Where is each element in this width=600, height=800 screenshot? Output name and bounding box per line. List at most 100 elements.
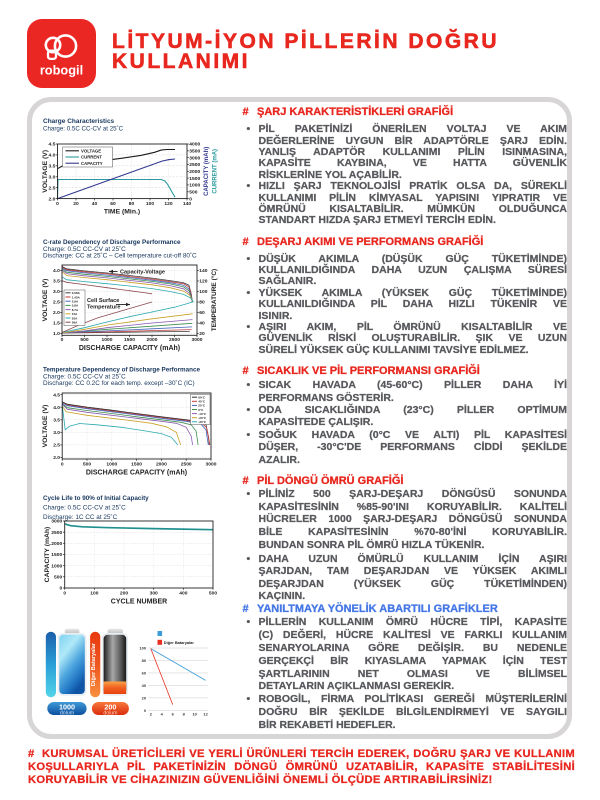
svg-text:Diğer Bataryalar: Diğer Bataryalar <box>164 640 195 645</box>
svg-text:120: 120 <box>164 201 172 207</box>
svg-text:3.5: 3.5 <box>48 164 55 170</box>
svg-text:300: 300 <box>150 591 158 597</box>
svg-text:500: 500 <box>189 189 197 195</box>
svg-text:Diğer Bataryalar: Diğer Bataryalar <box>91 642 97 686</box>
svg-text:Charge: 0.5C CC-CV at 25˚C: Charge: 0.5C CC-CV at 25˚C <box>43 504 126 512</box>
svg-text:dolum: dolum <box>60 711 74 717</box>
svg-text:60°C: 60°C <box>198 396 206 400</box>
svg-text:Cycle Life to 90% of Initial C: Cycle Life to 90% of Initial Capacity <box>43 495 149 502</box>
svg-text:100: 100 <box>199 289 207 295</box>
svg-text:0°C: 0°C <box>198 408 204 412</box>
svg-text:0: 0 <box>63 591 66 597</box>
svg-text:8,7A: 8,7A <box>72 308 79 312</box>
svg-text:5,8A: 5,8A <box>72 304 79 308</box>
svg-text:3500: 3500 <box>189 149 200 155</box>
svg-text:2000: 2000 <box>147 337 158 343</box>
svg-text:3.0: 3.0 <box>48 174 55 180</box>
svg-text:dolum: dolum <box>103 711 117 717</box>
svg-text:1000: 1000 <box>106 462 117 468</box>
svg-text:4: 4 <box>161 711 164 716</box>
svg-text:2.5: 2.5 <box>53 443 60 449</box>
svg-text:Discharge: CC 0.2C for each te: Discharge: CC 0.2C for each temp. except… <box>43 379 195 387</box>
svg-text:Cell Surface: Cell Surface <box>87 298 119 304</box>
svg-text:VOLTAGE: VOLTAGE <box>81 148 101 153</box>
svg-text:3.0: 3.0 <box>53 430 60 436</box>
svg-text:26A: 26A <box>72 321 78 325</box>
svg-text:1000: 1000 <box>59 702 75 711</box>
svg-text:1,45A: 1,45A <box>72 295 81 299</box>
svg-text:3000: 3000 <box>51 519 62 525</box>
svg-text:1.0: 1.0 <box>53 331 60 337</box>
svg-text:TIME (Min.): TIME (Min.) <box>104 209 140 216</box>
svg-text:CAPACITY: CAPACITY <box>81 161 103 166</box>
svg-text:40: 40 <box>199 321 205 327</box>
svg-text:-10°C: -10°C <box>198 412 207 416</box>
svg-text:3.5: 3.5 <box>53 279 60 285</box>
svg-text:CURRENT: CURRENT <box>81 155 102 160</box>
svg-text:1000: 1000 <box>189 183 200 189</box>
svg-text:4000: 4000 <box>189 142 200 148</box>
svg-text:500: 500 <box>209 591 217 597</box>
svg-text:2.0: 2.0 <box>53 455 60 461</box>
svg-text:500: 500 <box>83 462 91 468</box>
svg-text:3000: 3000 <box>192 337 203 343</box>
svg-text:2.5: 2.5 <box>48 185 55 191</box>
svg-text:3.0: 3.0 <box>53 289 60 295</box>
svg-text:CAPACITY (mAh): CAPACITY (mAh) <box>204 147 210 196</box>
svg-text:100: 100 <box>90 591 98 597</box>
svg-text:CURRENT (mA): CURRENT (mA) <box>213 149 219 194</box>
svg-text:CAPACITY (mAh): CAPACITY (mAh) <box>44 527 51 583</box>
svg-text:2000: 2000 <box>51 541 62 547</box>
svg-text:60: 60 <box>142 670 146 675</box>
svg-text:Charge Characteristics: Charge Characteristics <box>43 118 115 125</box>
svg-text:Charge: 0.5C CC-CV at 25˚C: Charge: 0.5C CC-CV at 25˚C <box>43 126 124 133</box>
svg-text:2500: 2500 <box>181 462 192 468</box>
svg-text:0,58A: 0,58A <box>72 291 81 295</box>
svg-text:20: 20 <box>199 331 205 337</box>
svg-text:40: 40 <box>142 683 146 688</box>
svg-text:120: 120 <box>199 279 207 285</box>
svg-text:-20°C: -20°C <box>198 416 207 420</box>
svg-text:CYCLE NUMBER: CYCLE NUMBER <box>111 599 167 606</box>
svg-text:12: 12 <box>203 711 208 716</box>
svg-text:80: 80 <box>129 201 135 207</box>
svg-text:2.0: 2.0 <box>48 196 55 202</box>
svg-text:0: 0 <box>59 586 62 592</box>
svg-text:2000: 2000 <box>156 462 167 468</box>
svg-text:2500: 2500 <box>51 530 62 536</box>
svg-text:140: 140 <box>183 201 191 207</box>
svg-text:2.5: 2.5 <box>53 300 60 306</box>
svg-text:2500: 2500 <box>169 337 180 343</box>
svg-text:4.0: 4.0 <box>53 268 60 274</box>
svg-text:20: 20 <box>73 201 79 207</box>
svg-text:Discharge: 1C CC at 25˚C: Discharge: 1C CC at 25˚C <box>43 513 118 521</box>
svg-text:DISCHARGE CAPACITY (mAh): DISCHARGE CAPACITY (mAh) <box>79 345 180 352</box>
svg-text:C-rate Dependency of Discharge: C-rate Dependency of Discharge Performan… <box>43 239 181 246</box>
svg-text:500: 500 <box>80 337 88 343</box>
svg-text:400: 400 <box>179 591 187 597</box>
svg-text:1500: 1500 <box>51 552 62 558</box>
svg-text:2000: 2000 <box>189 169 200 175</box>
svg-text:robogil: robogil <box>40 63 83 78</box>
svg-text:2,9A: 2,9A <box>72 300 79 304</box>
svg-text:200: 200 <box>104 702 116 711</box>
svg-text:1500: 1500 <box>124 337 135 343</box>
svg-text:25°C: 25°C <box>198 404 206 408</box>
svg-text:15A: 15A <box>72 312 78 316</box>
svg-text:200: 200 <box>120 591 128 597</box>
svg-text:0: 0 <box>61 462 64 468</box>
svg-text:-30°C: -30°C <box>198 420 207 424</box>
svg-text:Temperature Dependency of Disc: Temperature Dependency of Discharge Perf… <box>43 367 201 374</box>
svg-text:0: 0 <box>56 201 59 207</box>
svg-text:1500: 1500 <box>131 462 142 468</box>
svg-text:2: 2 <box>150 711 153 716</box>
svg-text:VOLTAGE (V): VOLTAGE (V) <box>42 405 49 448</box>
svg-text:1500: 1500 <box>189 176 200 182</box>
svg-text:DISCHARGE CAPACITY (mAh): DISCHARGE CAPACITY (mAh) <box>86 470 187 477</box>
svg-text:Discharge: CC at 25˚C – Cell t: Discharge: CC at 25˚C – Cell temperature… <box>43 252 197 260</box>
svg-text:20A: 20A <box>72 316 78 320</box>
svg-text:3000: 3000 <box>206 462 217 468</box>
svg-text:100: 100 <box>146 201 154 207</box>
svg-text:3000: 3000 <box>189 155 200 161</box>
svg-text:4.0: 4.0 <box>53 405 60 411</box>
